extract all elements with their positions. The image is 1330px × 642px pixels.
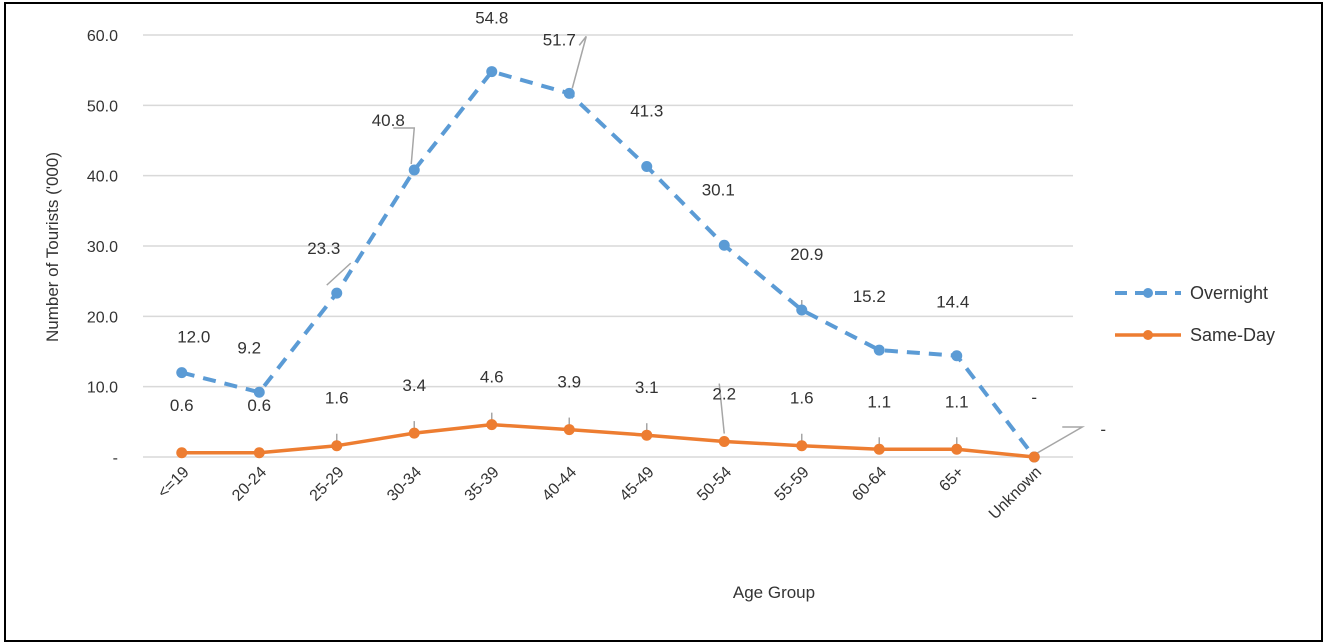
data-label-overnight: 9.2 — [237, 338, 261, 357]
data-label-same-day: 4.6 — [480, 368, 504, 387]
data-point-same-day — [253, 447, 265, 459]
x-tick-label: 55-59 — [772, 464, 813, 505]
legend-marker-overnight — [1143, 288, 1153, 298]
x-tick-label: 25-29 — [307, 464, 348, 505]
legend-item-same-day: Same-Day — [1115, 325, 1275, 345]
legend-label-overnight: Overnight — [1190, 283, 1268, 303]
data-point-overnight — [486, 66, 498, 78]
data-label-same-day: 1.6 — [790, 389, 814, 408]
data-point-overnight — [408, 164, 420, 176]
leader-line — [571, 35, 587, 89]
data-point-overnight — [951, 350, 963, 362]
leader-line — [393, 127, 416, 165]
gridlines — [143, 34, 1073, 458]
data-label-overnight: 40.8 — [372, 111, 405, 130]
x-axis-ticks: <=19 20-24 25-29 30-34 35-39 40-44 45-49 50-54 5… — [155, 464, 1045, 523]
data-label-overnight: 51.7 — [543, 30, 576, 49]
data-point-same-day — [873, 443, 885, 455]
data-point-overnight — [641, 161, 653, 173]
data-point-overnight — [176, 367, 188, 379]
series-lines — [176, 66, 1040, 463]
y-tick-label: 40.0 — [87, 169, 118, 186]
line-chart: - 10.0 20.0 30.0 40.0 50.0 60.0 <=19 20-24 25-29… — [43, 9, 1275, 602]
series-line-same-day — [181, 422, 1035, 459]
legend-label-same-day: Same-Day — [1190, 325, 1275, 345]
data-point-same-day — [1028, 451, 1040, 463]
data-label-same-day: 0.6 — [170, 396, 194, 415]
data-label-overnight: 30.1 — [702, 180, 735, 199]
x-tick-label: 35-39 — [462, 464, 503, 505]
data-point-same-day — [951, 443, 963, 455]
data-label-same-day: 1.1 — [945, 392, 969, 411]
series-line-overnight — [181, 69, 1036, 459]
data-label-overnight: 54.8 — [475, 9, 508, 28]
y-axis-title: Number of Tourists ('000) — [43, 152, 62, 342]
data-point-overnight — [331, 287, 343, 299]
x-tick-label: 20-24 — [229, 464, 270, 505]
leader-line — [1036, 426, 1086, 454]
data-label-same-day: 1.1 — [867, 392, 891, 411]
data-label-same-day: 3.1 — [635, 378, 659, 397]
y-tick-label: - — [113, 450, 118, 467]
data-label-same-day: 3.4 — [402, 376, 426, 395]
x-tick-label: 45-49 — [617, 464, 658, 505]
x-tick-label: 30-34 — [384, 464, 425, 505]
data-label-overnight: 12.0 — [177, 328, 210, 347]
data-point-same-day — [331, 440, 343, 452]
data-label-overnight: - — [1031, 388, 1037, 407]
legend: Overnight Same-Day — [1115, 283, 1275, 345]
data-label-overnight: 14.4 — [936, 293, 969, 312]
data-point-overnight — [563, 87, 575, 99]
data-label-overnight: 15.2 — [853, 287, 886, 306]
data-point-same-day — [563, 424, 575, 436]
data-label-same-day: 3.9 — [557, 373, 581, 392]
y-axis-ticks: - 10.0 20.0 30.0 40.0 50.0 60.0 — [87, 28, 118, 467]
legend-marker-same-day — [1143, 330, 1153, 340]
leader-line — [718, 383, 725, 434]
x-tick-label: 60-64 — [849, 464, 890, 505]
x-tick-label: 40-44 — [539, 464, 580, 505]
y-tick-label: 10.0 — [87, 380, 118, 397]
data-label-same-day: 1.6 — [325, 389, 349, 408]
y-tick-label: 60.0 — [87, 28, 118, 45]
data-label-overnight: 20.9 — [790, 245, 823, 264]
x-tick-label: 50-54 — [694, 464, 735, 505]
data-label-overnight: 23.3 — [307, 239, 340, 258]
x-tick-label: <=19 — [155, 464, 193, 502]
data-point-overnight — [253, 386, 265, 398]
data-label-same-day: 0.6 — [247, 396, 271, 415]
data-point-overnight — [796, 304, 808, 316]
data-label-overnight: 41.3 — [630, 102, 663, 121]
data-point-same-day — [641, 429, 653, 441]
data-point-overnight — [873, 344, 885, 356]
data-point-same-day — [176, 447, 188, 459]
data-point-same-day — [408, 427, 420, 439]
data-point-same-day — [718, 436, 730, 448]
y-tick-label: 50.0 — [87, 98, 118, 115]
leader-line — [326, 262, 352, 286]
data-label-same-day: 2.2 — [712, 385, 736, 404]
data-label-same-day: - — [1100, 420, 1106, 439]
x-tick-label: Unknown — [986, 464, 1045, 523]
y-tick-label: 20.0 — [87, 309, 118, 326]
data-labels: 12.0 9.2 23.3 40.8 54.8 51.7 41.3 30.1 20.9 15.2 1… — [170, 9, 1106, 439]
data-point-overnight — [718, 239, 730, 251]
y-tick-label: 30.0 — [87, 239, 118, 256]
x-tick-label: 65+ — [936, 464, 967, 495]
x-axis-title: Age Group — [733, 583, 815, 602]
data-point-same-day — [796, 440, 808, 452]
data-point-same-day — [486, 419, 498, 431]
label-leader-lines — [326, 35, 1086, 454]
legend-item-overnight: Overnight — [1115, 283, 1268, 303]
